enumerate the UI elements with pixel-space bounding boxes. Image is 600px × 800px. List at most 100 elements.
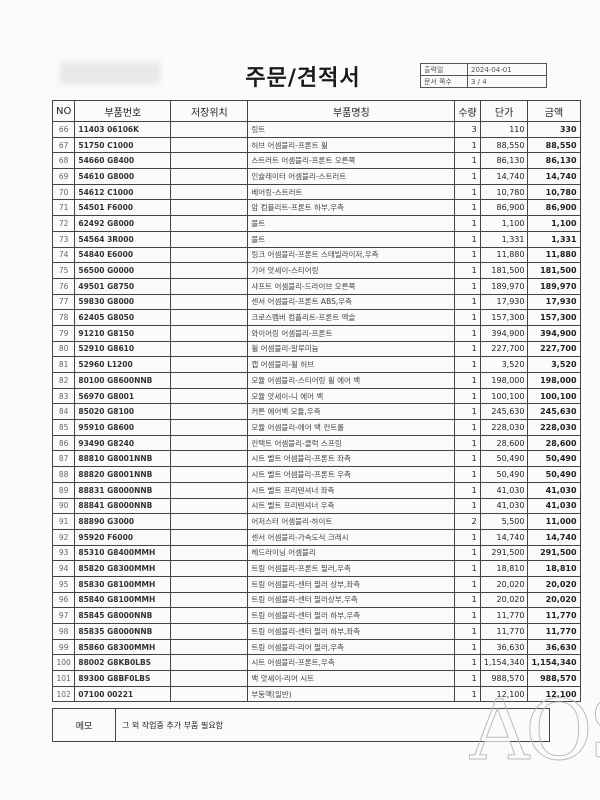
table-row: 81 52960 L1200 캡 어셈블리-휠 허브 1 3,520 3,520: [51, 356, 581, 373]
part-number: 88810 G8001NNB: [74, 450, 172, 468]
amount: 157,300: [527, 309, 581, 326]
part-number: 85830 G8100MMH: [74, 575, 172, 593]
part-number: 88831 G8000NNB: [74, 481, 172, 499]
quantity: 1: [454, 481, 481, 499]
quantity: 1: [454, 168, 481, 185]
amount: 181,500: [527, 262, 581, 279]
storage-location: [170, 685, 249, 703]
amount: 291,500: [527, 544, 581, 562]
table-row: 93 85310 G8400MMH 헤드라이닝 어셈블리 1 291,500 291,50…: [51, 544, 581, 562]
amount: 1,154,340: [527, 654, 581, 672]
row-no: 67: [51, 136, 76, 154]
part-name: 링트: [247, 121, 456, 138]
table-row: 98 85835 G8000NNB 트림 어셈블리-센터 필러 하부,좌측 1 11,7…: [51, 623, 581, 640]
print-date-value: 2024-04-01: [467, 63, 547, 76]
row-no: 87: [51, 450, 76, 468]
memo-box: 메모 그 외 작업중 추가 부품 필요함: [52, 708, 550, 742]
storage-location: [170, 136, 249, 154]
quantity: 1: [454, 230, 481, 248]
amount: 11,880: [527, 246, 581, 264]
storage-location: [170, 387, 249, 405]
part-name: 샤프트 어셈블리-드라이브 오른쪽: [247, 277, 456, 295]
quantity: 1: [454, 309, 481, 326]
amount: 189,970: [527, 277, 581, 295]
unit-price: 1,154,340: [479, 654, 529, 672]
unit-price: 11,770: [479, 607, 529, 624]
table-row: 86 93490 G8240 컨택트 어셈블리-클럭 스프링 1 28,600 28,60…: [51, 434, 581, 452]
part-number: 52960 L1200: [74, 356, 172, 373]
col-quantity: 수량: [454, 100, 481, 122]
unit-price: 110: [479, 121, 529, 138]
quantity: 1: [454, 183, 481, 201]
quantity: 1: [454, 215, 481, 232]
page-count-label: 문서 쪽수: [420, 75, 468, 88]
table-row: 100 88002 G8KB0LBS 시트 어셈블리-프론트,우측 1 1,154,34…: [51, 654, 581, 672]
unit-price: 245,630: [479, 403, 529, 421]
storage-location: [170, 623, 249, 640]
table-row: 89 88831 G8000NNB 시트 벨트 프리텐셔너 좌측 1 41,030 41,…: [51, 481, 581, 499]
part-number: 49501 G8750: [74, 277, 172, 295]
quantity: 1: [454, 262, 481, 279]
col-part-number: 부품번호: [74, 100, 172, 122]
storage-location: [170, 528, 249, 546]
storage-location: [170, 654, 249, 672]
col-amount: 금액: [527, 100, 581, 122]
amount: 28,600: [527, 434, 581, 452]
table-row: 83 56970 G8001 모듈 앗세이-니 에어 백 1 100,100 100,10…: [51, 387, 581, 405]
quantity: 1: [454, 560, 481, 577]
parts-table: NO 부품번호 저장위치 부품명칭 수량 단가 금액 66 11403 06106…: [51, 100, 581, 703]
row-no: 77: [51, 293, 76, 311]
unit-price: 228,030: [479, 419, 529, 436]
quantity: 1: [454, 199, 481, 217]
storage-location: [170, 324, 249, 342]
part-number: 54501 F6000: [74, 199, 172, 217]
unit-price: 14,740: [479, 528, 529, 546]
quantity: 1: [454, 340, 481, 358]
part-name: 베어링-스트러트: [247, 183, 456, 201]
quantity: 1: [454, 293, 481, 311]
part-name: 트림 어셈블리-센터 필러 하부,좌측: [247, 623, 456, 640]
row-no: 74: [51, 246, 76, 264]
unit-price: 86,900: [479, 199, 529, 217]
amount: 20,020: [527, 591, 581, 609]
amount: 14,740: [527, 528, 581, 546]
row-no: 96: [51, 591, 76, 609]
part-number: 56500 G0000: [74, 262, 172, 279]
memo-label: 메모: [53, 709, 116, 741]
part-number: 62405 G8050: [74, 309, 172, 326]
part-number: 62492 G8000: [74, 215, 172, 232]
amount: 245,630: [527, 403, 581, 421]
quantity: 1: [454, 277, 481, 295]
row-no: 91: [51, 513, 76, 530]
part-name: 트림 어셈블리-리어 필러,우측: [247, 638, 456, 656]
table-row: 94 85820 G8300MMH 트림 어셈블리-프론트 필러,우측 1 18,810…: [51, 560, 581, 577]
amount: 100,100: [527, 387, 581, 405]
storage-location: [170, 309, 249, 326]
row-no: 86: [51, 434, 76, 452]
amount: 3,520: [527, 356, 581, 373]
part-name: 모듈 앗세이-니 에어 백: [247, 387, 456, 405]
part-number: 85835 G8000NNB: [74, 623, 172, 640]
unit-price: 41,030: [479, 481, 529, 499]
amount: 198,000: [527, 372, 581, 389]
table-row: 76 49501 G8750 샤프트 어셈블리-드라이브 오른쪽 1 189,970 18…: [51, 277, 581, 295]
quantity: 1: [454, 419, 481, 436]
table-row: 67 51750 C1000 허브 어셈블리-프론트 휠 1 88,550 88,550: [51, 136, 581, 154]
unit-price: 227,700: [479, 340, 529, 358]
part-number: 85845 G8000NNB: [74, 607, 172, 624]
part-number: 85860 G8300MMH: [74, 638, 172, 656]
storage-location: [170, 575, 249, 593]
part-name: 트림 어셈블리-센터 필러 상부,좌측: [247, 575, 456, 593]
part-number: 85840 G8100MMH: [74, 591, 172, 609]
quantity: 1: [454, 356, 481, 373]
row-no: 92: [51, 528, 76, 546]
unit-price: 5,500: [479, 513, 529, 530]
table-row: 91 88890 G3000 어저스터 어셈블리-하이트 2 5,500 11,000: [51, 513, 581, 530]
unit-price: 157,300: [479, 309, 529, 326]
amount: 394,900: [527, 324, 581, 342]
part-number: 85820 G8300MMH: [74, 560, 172, 577]
row-no: 99: [51, 638, 76, 656]
memo-text: 그 외 작업중 추가 부품 필요함: [122, 720, 224, 730]
storage-location: [170, 450, 249, 468]
quantity: 2: [454, 513, 481, 530]
